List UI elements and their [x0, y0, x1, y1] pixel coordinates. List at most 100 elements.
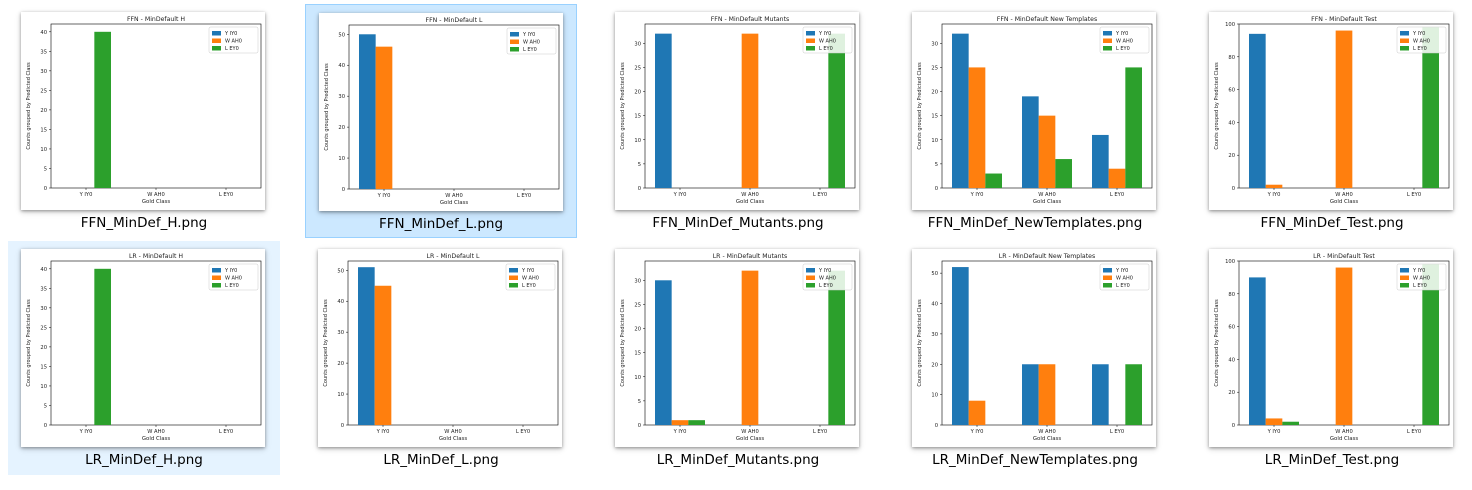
y-tick-label: 10 — [40, 147, 47, 153]
y-tick-label: 5 — [44, 403, 47, 409]
legend-entry: W AH0 — [225, 39, 242, 45]
bar — [671, 420, 689, 425]
legend-swatch — [1103, 283, 1112, 288]
bar — [1022, 96, 1039, 188]
chart-title: FFN - MinDefault Test — [1311, 16, 1377, 23]
file-name: FFN_MinDef_Test.png — [1260, 215, 1404, 231]
thumbnail: LR - MinDefault Mutants 0 5 10 15 20 25 30 Y IY0… — [615, 249, 859, 447]
y-tick-label: 30 — [931, 332, 938, 338]
legend-swatch — [1103, 31, 1112, 36]
legend-entry: L EY0 — [1413, 46, 1427, 52]
x-axis-label: Gold Class — [142, 199, 170, 205]
chart-title: FFN - MinDefault New Templates — [997, 16, 1097, 23]
file-item[interactable]: FFN - MinDefault Mutants 0 5 10 15 20 25 30 Y IY… — [602, 4, 874, 238]
legend-swatch — [212, 31, 221, 36]
bar — [1038, 364, 1056, 425]
file-item[interactable]: LR - MinDefault New Templates 0 10 20 30 40 50… — [899, 241, 1171, 475]
y-tick-label: 60 — [1228, 88, 1235, 94]
y-tick-label: 25 — [40, 325, 47, 331]
legend-swatch — [212, 283, 221, 288]
bars — [655, 33, 845, 188]
y-tick-label: 20 — [338, 125, 345, 131]
x-tick-label: W AH0 — [147, 429, 165, 435]
x-axis-label: Gold Class — [1330, 199, 1358, 205]
bar — [1022, 364, 1039, 425]
legend-box — [505, 263, 556, 291]
y-tick-label: 0 — [342, 187, 345, 193]
x-axis-label: Gold Class — [142, 436, 170, 442]
x-axis-label: Gold Class — [439, 436, 467, 442]
bar — [374, 285, 392, 425]
legend-entry: L EY0 — [819, 46, 833, 52]
legend-entry: W AH0 — [1413, 276, 1430, 282]
legend-entry: W AH0 — [225, 276, 242, 282]
x-tick-label: W AH0 — [741, 429, 759, 435]
y-tick-label: 10 — [634, 138, 641, 144]
bar — [359, 34, 376, 189]
y-tick-label: 80 — [1228, 55, 1235, 61]
file-item[interactable]: LR - MinDefault Test 0 20 40 60 80 100 Y IY0 W A… — [1196, 241, 1468, 475]
file-item[interactable]: LR - MinDefault Mutants 0 5 10 15 20 25 30 Y IY0… — [602, 241, 874, 475]
y-tick-label: 25 — [634, 302, 641, 308]
bars — [655, 270, 845, 425]
chart-title: FFN - MinDefault L — [426, 17, 483, 24]
x-tick-label: Y IY0 — [79, 429, 93, 435]
bar — [688, 420, 705, 425]
file-item[interactable]: FFN - MinDefault Test 0 20 40 60 80 100 Y IY0 W … — [1196, 4, 1468, 238]
y-tick-label: 15 — [40, 364, 47, 370]
bar — [1092, 134, 1109, 188]
y-tick-label: 25 — [931, 65, 938, 71]
thumbnail: FFN - MinDefault H 0 5 10 15 20 25 30 35 40 Y IY0 W… — [21, 12, 265, 210]
bar — [1335, 30, 1353, 189]
legend-swatch — [509, 283, 518, 288]
y-tick-label: 10 — [634, 375, 641, 381]
bar — [655, 280, 672, 425]
x-axis-label: Gold Class — [1033, 199, 1061, 205]
legend-swatch — [806, 31, 815, 36]
legend-swatch — [806, 38, 815, 43]
chart-svg: FFN - MinDefault New Templates 0 5 10 15 20 25… — [917, 16, 1153, 205]
file-name: LR_MinDef_Test.png — [1264, 452, 1400, 468]
legend-entry: Y IY0 — [818, 268, 831, 274]
x-tick-label: L EY0 — [1407, 192, 1421, 198]
legend-box — [506, 27, 557, 55]
x-tick-label: L EY0 — [219, 192, 233, 198]
y-tick-label: 40 — [338, 63, 345, 69]
legend-entry: L EY0 — [225, 283, 239, 289]
y-tick-label: 30 — [40, 69, 47, 75]
y-axis-label: Counts grouped by Predicted Class — [917, 299, 923, 387]
x-tick-label: W AH0 — [741, 192, 759, 198]
chart-title: LR - MinDefault Test — [1313, 253, 1375, 260]
file-item[interactable]: LR - MinDefault H 0 5 10 15 20 25 30 35 40 Y IY0 W … — [8, 241, 280, 475]
y-tick-label: 15 — [931, 114, 938, 120]
file-item[interactable]: FFN - MinDefault L 0 10 20 30 40 50 Y IY0 W AH0 L… — [305, 4, 577, 238]
y-tick-label: 80 — [1228, 292, 1235, 298]
y-tick-label: 0 — [935, 186, 938, 192]
y-tick-label: 50 — [931, 271, 938, 277]
file-name: LR_MinDef_L.png — [383, 452, 499, 468]
file-item[interactable]: FFN - MinDefault New Templates 0 5 10 15 20 25… — [899, 4, 1171, 238]
thumbnail: FFN - MinDefault Mutants 0 5 10 15 20 25 30 Y IY… — [615, 12, 859, 210]
legend-swatch — [1400, 268, 1409, 273]
y-tick-label: 100 — [1225, 22, 1235, 28]
x-tick-label: Y IY0 — [1267, 192, 1281, 198]
y-axis-label: Counts grouped by Predicted Class — [1214, 299, 1220, 387]
legend-swatch — [806, 275, 815, 280]
chart-svg: LR - MinDefault Mutants 0 5 10 15 20 25 30 Y IY0… — [620, 253, 856, 442]
bar — [1125, 364, 1142, 425]
x-tick-label: L EY0 — [813, 429, 827, 435]
file-name: LR_MinDef_Mutants.png — [656, 452, 820, 468]
file-item[interactable]: LR - MinDefault L 0 10 20 30 40 50 Y IY0 W AH0 L … — [305, 241, 577, 475]
y-tick-label: 5 — [44, 166, 47, 172]
legend-entry: L EY0 — [523, 47, 537, 53]
legend-entry: Y IY0 — [224, 268, 237, 274]
legend-entry: L EY0 — [1116, 46, 1130, 52]
file-item[interactable]: FFN - MinDefault H 0 5 10 15 20 25 30 35 40 Y IY0 W… — [8, 4, 280, 238]
y-axis-label: Counts grouped by Predicted Class — [917, 62, 923, 150]
bar — [968, 67, 986, 188]
